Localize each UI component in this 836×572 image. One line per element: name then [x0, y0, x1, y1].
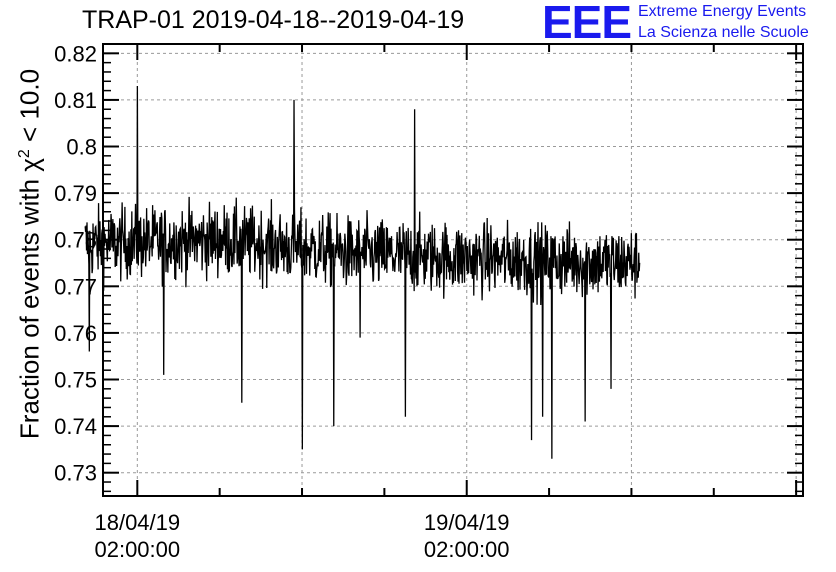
- y-tick-label: 0.73: [54, 461, 97, 486]
- y-tick-label: 0.76: [54, 321, 97, 346]
- y-tick-label: 0.79: [54, 181, 97, 206]
- y-axis-label-sup: 2: [15, 149, 33, 159]
- y-tick-label: 0.75: [54, 368, 97, 393]
- plot-frame: [102, 43, 804, 497]
- eee-logo: EEE: [542, 0, 632, 48]
- y-tick-labels: 0.73 0.74 0.75 0.76 0.77 0.78 0.79 0.8 0.81 0.82: [54, 41, 97, 485]
- y-axis-label: Fraction of events with χ2 < 10.0: [15, 69, 46, 439]
- x-tick-label-time: 02:00:00: [424, 537, 510, 562]
- y-tick-label: 0.77: [54, 274, 97, 299]
- y-tick-label: 0.8: [66, 135, 97, 160]
- x-tick-label-date: 18/04/19: [94, 510, 180, 535]
- data-series: [84, 85, 641, 459]
- series-line: [84, 85, 641, 459]
- logo-line-2: La Scienza nelle Scuole: [638, 24, 809, 41]
- y-tick-label: 0.78: [54, 228, 97, 253]
- x-tick-label-time: 02:00:00: [94, 537, 180, 562]
- y-tick-label: 0.81: [54, 88, 97, 113]
- y-axis-label-suffix: < 10.0: [14, 68, 45, 150]
- y-tick-label: 0.74: [54, 414, 97, 439]
- y-axis-label-prefix: Fraction of events with χ: [14, 158, 45, 440]
- x-tick-label-date: 19/04/19: [424, 510, 510, 535]
- axis-ticks: [103, 44, 803, 496]
- chart-title: TRAP-01 2019-04-18--2019-04-19: [82, 6, 465, 34]
- logo-line-1: Extreme Energy Events: [638, 3, 807, 20]
- y-tick-label: 0.82: [54, 41, 97, 66]
